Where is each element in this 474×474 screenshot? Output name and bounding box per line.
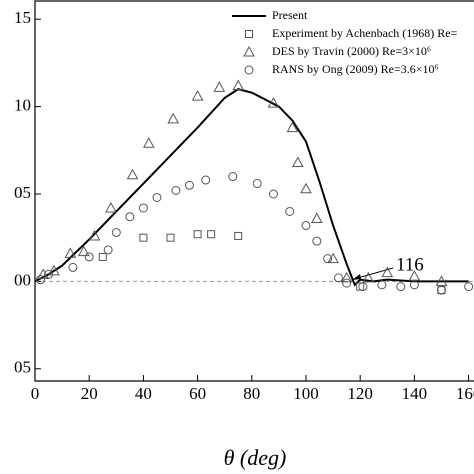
data-point bbox=[437, 286, 446, 295]
data-point bbox=[84, 252, 94, 262]
data-point bbox=[234, 231, 243, 240]
x-tick-label: 20 bbox=[81, 384, 98, 403]
annotation: 116 bbox=[396, 254, 424, 275]
data-point bbox=[125, 212, 135, 222]
data-point bbox=[285, 206, 295, 216]
legend-label: Experiment by Achenbach (1968) Re= bbox=[272, 26, 458, 40]
legend-label: RANS by Ong (2009) Re=3.6×10⁶ bbox=[272, 62, 439, 76]
x-axis-label: θ (deg) bbox=[224, 445, 287, 470]
data-point bbox=[342, 278, 352, 288]
data-point bbox=[139, 233, 148, 242]
data-point bbox=[301, 220, 311, 230]
data-point bbox=[88, 229, 101, 241]
data-point bbox=[37, 268, 49, 279]
annotation-arrowhead bbox=[352, 274, 361, 280]
data-point bbox=[44, 269, 54, 279]
x-tick-label: 120 bbox=[347, 384, 373, 403]
data-point bbox=[334, 273, 344, 283]
data-point bbox=[77, 245, 90, 257]
data-point bbox=[111, 227, 121, 237]
data-point bbox=[191, 90, 204, 101]
data-point bbox=[35, 275, 45, 285]
legend-swatch bbox=[243, 45, 255, 57]
data-point bbox=[267, 97, 280, 108]
data-point bbox=[228, 172, 238, 182]
data-point bbox=[292, 156, 304, 168]
data-point bbox=[232, 79, 245, 91]
y-tick-label: 05 bbox=[14, 358, 31, 377]
data-point bbox=[207, 230, 216, 239]
data-point bbox=[310, 212, 323, 223]
data-point bbox=[312, 236, 322, 246]
data-point bbox=[381, 266, 394, 278]
data-point bbox=[184, 180, 194, 190]
x-tick-label: 80 bbox=[243, 384, 260, 403]
x-tick-label: 100 bbox=[293, 384, 319, 403]
data-point bbox=[98, 252, 107, 261]
data-point bbox=[68, 262, 78, 272]
data-point bbox=[138, 203, 148, 213]
y-tick-label: 05 bbox=[14, 183, 31, 202]
data-point bbox=[377, 280, 387, 290]
y-tick-label: 10 bbox=[14, 96, 31, 115]
data-point bbox=[252, 179, 262, 189]
data-point bbox=[436, 285, 446, 295]
data-point bbox=[167, 112, 180, 124]
legend-swatch bbox=[245, 30, 253, 38]
data-point bbox=[409, 280, 419, 290]
data-point bbox=[64, 247, 77, 258]
data-point bbox=[408, 270, 421, 281]
data-point bbox=[362, 271, 375, 283]
data-point bbox=[201, 175, 211, 185]
data-point bbox=[48, 264, 60, 276]
x-tick-label: 0 bbox=[31, 384, 40, 403]
data-point bbox=[193, 230, 202, 239]
y-tick-label: 15 bbox=[14, 8, 31, 27]
data-point bbox=[464, 282, 474, 292]
data-point bbox=[126, 168, 139, 180]
data-point bbox=[435, 275, 448, 286]
data-point bbox=[396, 282, 406, 292]
data-point bbox=[103, 245, 113, 255]
data-point bbox=[300, 182, 312, 194]
data-point bbox=[286, 121, 299, 133]
legend-swatch bbox=[244, 65, 254, 75]
data-point bbox=[152, 192, 162, 202]
x-tick-label: 40 bbox=[135, 384, 152, 403]
data-point bbox=[340, 271, 353, 283]
data-point bbox=[358, 282, 368, 292]
data-point bbox=[166, 233, 175, 242]
data-point bbox=[268, 189, 278, 199]
data-point bbox=[327, 252, 339, 264]
data-point bbox=[171, 186, 181, 195]
x-tick-label: 160 bbox=[456, 384, 474, 403]
plot-frame bbox=[34, 0, 474, 382]
data-point bbox=[213, 81, 226, 92]
x-tick-label: 60 bbox=[189, 384, 206, 403]
legend-label: DES by Travin (2000) Re=3×10⁶ bbox=[272, 44, 431, 58]
data-point bbox=[323, 254, 333, 264]
series-line bbox=[34, 88, 469, 287]
legend-label: Present bbox=[272, 8, 308, 22]
data-point bbox=[142, 137, 155, 148]
x-tick-label: 140 bbox=[402, 384, 428, 403]
y-tick-label: 00 bbox=[14, 270, 31, 289]
data-point bbox=[105, 201, 117, 213]
